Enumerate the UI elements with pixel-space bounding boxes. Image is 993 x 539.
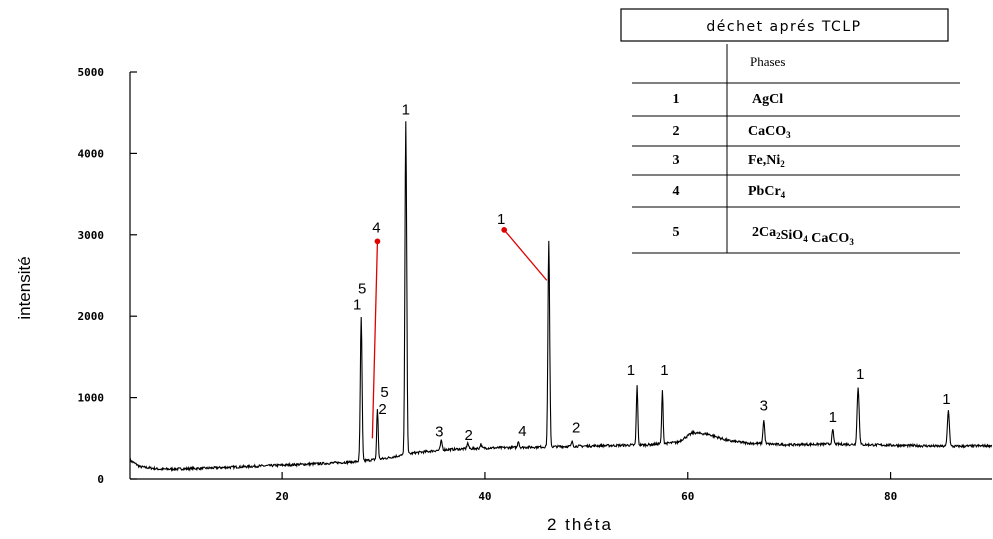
- y-tick-label: 0: [97, 473, 104, 486]
- peak-label: 1: [353, 297, 361, 314]
- peak-label: 5: [358, 280, 366, 297]
- legend-row-number: 4: [673, 184, 680, 199]
- peak-label: 1: [497, 211, 505, 228]
- peak-label: 1: [942, 391, 950, 408]
- y-tick-label: 2000: [78, 310, 105, 323]
- peak-label: 2: [378, 401, 386, 418]
- y-axis-title: intensité: [15, 256, 34, 319]
- peak-label: 3: [760, 398, 768, 415]
- legend-row-number: 2: [673, 124, 680, 139]
- y-tick-label: 3000: [78, 229, 105, 242]
- peak-label: 5: [380, 384, 388, 401]
- annotations: [371, 227, 548, 439]
- legend-row-phase: 2Ca2SiO4 CaCO3: [752, 225, 854, 247]
- peak-label: 1: [856, 366, 864, 383]
- peak-label: 2: [572, 420, 580, 437]
- y-ticks: 0 1000 2000 3000 4000 5000: [78, 66, 137, 486]
- x-ticks: 20 40 60 80: [275, 472, 897, 503]
- x-axis-title: 2 théta: [547, 515, 613, 534]
- peak-label: 4: [372, 219, 380, 236]
- peak-label: 1: [402, 101, 410, 118]
- x-tick-label: 60: [681, 490, 694, 503]
- peak-label: 2: [465, 427, 473, 444]
- peak-label: 4: [518, 423, 526, 440]
- y-tick-label: 4000: [78, 147, 105, 160]
- red-arrow: [371, 238, 381, 439]
- legend-row-phase: Fe,Ni2: [748, 153, 785, 169]
- legend-row-number: 5: [673, 225, 680, 240]
- peak-label: 1: [660, 362, 668, 379]
- legend-row-number: 1: [673, 92, 680, 107]
- y-tick-label: 5000: [78, 66, 105, 79]
- peak-label: 1: [627, 362, 635, 379]
- legend-row-phase: CaCO3: [748, 124, 791, 140]
- legend-rows: 1 AgCl 2 CaCO3 3 Fe,Ni2 4 PbCr4 5 2Ca2SiO4 CaCO3: [632, 92, 960, 254]
- legend-row-phase: PbCr4: [748, 184, 786, 200]
- peak-label: 1: [829, 409, 837, 426]
- x-tick-label: 40: [478, 490, 491, 503]
- x-tick-label: 20: [275, 490, 288, 503]
- legend-title-box: [620, 8, 949, 42]
- diffractogram-line: [129, 121, 993, 473]
- legend-header: Phases: [750, 54, 785, 69]
- y-tick-label: 1000: [78, 392, 105, 405]
- legend-row-number: 3: [673, 153, 680, 168]
- red-arrow: [501, 227, 548, 281]
- legend-title: déchet aprés TCLP: [706, 19, 861, 35]
- legend-row-phase: AgCl: [752, 92, 783, 107]
- legend: déchet aprés TCLP Phases 1 AgCl 2 CaCO3 3 Fe,…: [620, 8, 960, 254]
- peak-label: 3: [435, 424, 443, 441]
- x-tick-label: 80: [884, 490, 897, 503]
